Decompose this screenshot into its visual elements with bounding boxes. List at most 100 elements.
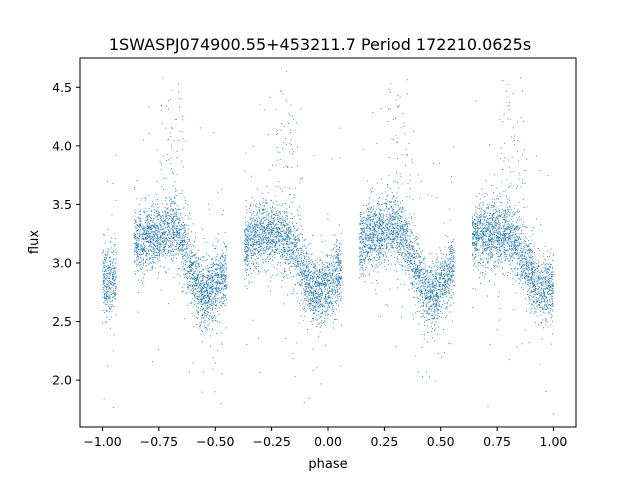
data-point xyxy=(310,289,312,291)
data-point xyxy=(380,228,382,230)
data-point xyxy=(163,210,165,212)
data-point xyxy=(339,299,341,301)
data-point xyxy=(363,270,365,272)
data-point xyxy=(510,246,512,247)
data-point xyxy=(391,210,393,212)
data-point xyxy=(217,273,219,275)
data-point xyxy=(263,206,265,207)
data-point xyxy=(520,252,522,254)
data-point xyxy=(449,275,451,277)
data-point xyxy=(113,407,115,408)
data-point xyxy=(504,259,506,261)
data-point xyxy=(392,212,394,214)
data-point xyxy=(186,257,188,259)
data-point xyxy=(517,261,519,263)
data-point xyxy=(288,113,290,114)
data-point xyxy=(279,232,280,234)
data-point xyxy=(377,271,379,273)
data-point xyxy=(363,245,365,247)
data-point xyxy=(205,241,207,243)
data-point xyxy=(202,280,204,282)
data-point xyxy=(196,260,198,262)
data-point xyxy=(530,312,531,314)
data-point xyxy=(200,257,202,259)
data-point xyxy=(183,243,185,245)
data-point xyxy=(427,297,429,299)
data-point xyxy=(521,252,523,254)
data-point xyxy=(104,261,106,263)
data-point xyxy=(279,256,281,257)
data-point xyxy=(447,279,449,281)
data-point xyxy=(249,222,251,224)
data-point xyxy=(269,169,271,171)
data-point xyxy=(115,292,116,294)
data-point xyxy=(416,256,417,258)
data-point xyxy=(387,184,389,185)
data-point xyxy=(136,247,138,249)
data-point xyxy=(188,266,190,268)
data-point xyxy=(382,213,384,215)
data-point xyxy=(334,319,336,320)
data-point xyxy=(167,222,169,224)
data-point xyxy=(145,236,146,238)
data-point xyxy=(285,202,287,204)
data-point xyxy=(103,262,105,264)
data-point xyxy=(176,209,178,211)
data-point xyxy=(150,235,152,237)
data-point xyxy=(244,229,246,231)
data-point xyxy=(329,301,331,303)
data-point xyxy=(312,292,314,294)
data-point xyxy=(369,197,370,199)
data-point xyxy=(549,284,550,286)
data-point xyxy=(196,297,198,299)
data-point xyxy=(136,252,138,254)
data-point xyxy=(195,290,197,292)
data-point xyxy=(378,232,380,234)
data-point xyxy=(146,259,148,261)
data-point xyxy=(509,205,510,207)
data-point xyxy=(108,311,110,313)
data-point xyxy=(394,243,396,245)
data-point xyxy=(529,249,531,251)
data-point xyxy=(318,307,320,309)
data-point xyxy=(206,295,208,297)
data-point xyxy=(198,284,200,286)
data-point xyxy=(212,305,214,306)
data-point xyxy=(538,279,540,281)
data-point xyxy=(429,300,431,302)
data-point xyxy=(140,225,142,227)
data-point xyxy=(521,273,523,275)
data-point xyxy=(311,304,313,306)
data-point xyxy=(279,249,281,251)
data-point xyxy=(413,234,415,236)
data-point xyxy=(249,247,251,249)
data-point xyxy=(250,234,252,236)
data-point xyxy=(412,247,414,249)
data-point xyxy=(498,241,500,243)
data-point xyxy=(164,207,166,209)
data-point xyxy=(212,272,214,274)
data-point xyxy=(509,273,511,275)
data-point xyxy=(368,211,370,213)
data-point xyxy=(430,290,431,292)
data-point xyxy=(111,299,113,301)
data-point xyxy=(520,250,522,252)
data-point xyxy=(399,208,401,210)
data-point xyxy=(156,216,158,218)
data-point xyxy=(528,270,529,272)
data-point xyxy=(505,222,506,224)
data-point xyxy=(144,230,146,232)
data-point xyxy=(333,285,335,287)
data-point xyxy=(134,236,136,237)
data-point xyxy=(204,302,206,304)
data-point xyxy=(378,255,380,257)
data-point xyxy=(328,286,330,288)
data-point xyxy=(224,281,226,283)
data-point xyxy=(531,269,532,271)
data-point xyxy=(319,283,321,285)
data-point xyxy=(217,276,219,278)
data-point xyxy=(362,220,363,222)
data-point xyxy=(534,289,536,291)
data-point xyxy=(529,280,531,282)
data-point xyxy=(162,254,164,256)
